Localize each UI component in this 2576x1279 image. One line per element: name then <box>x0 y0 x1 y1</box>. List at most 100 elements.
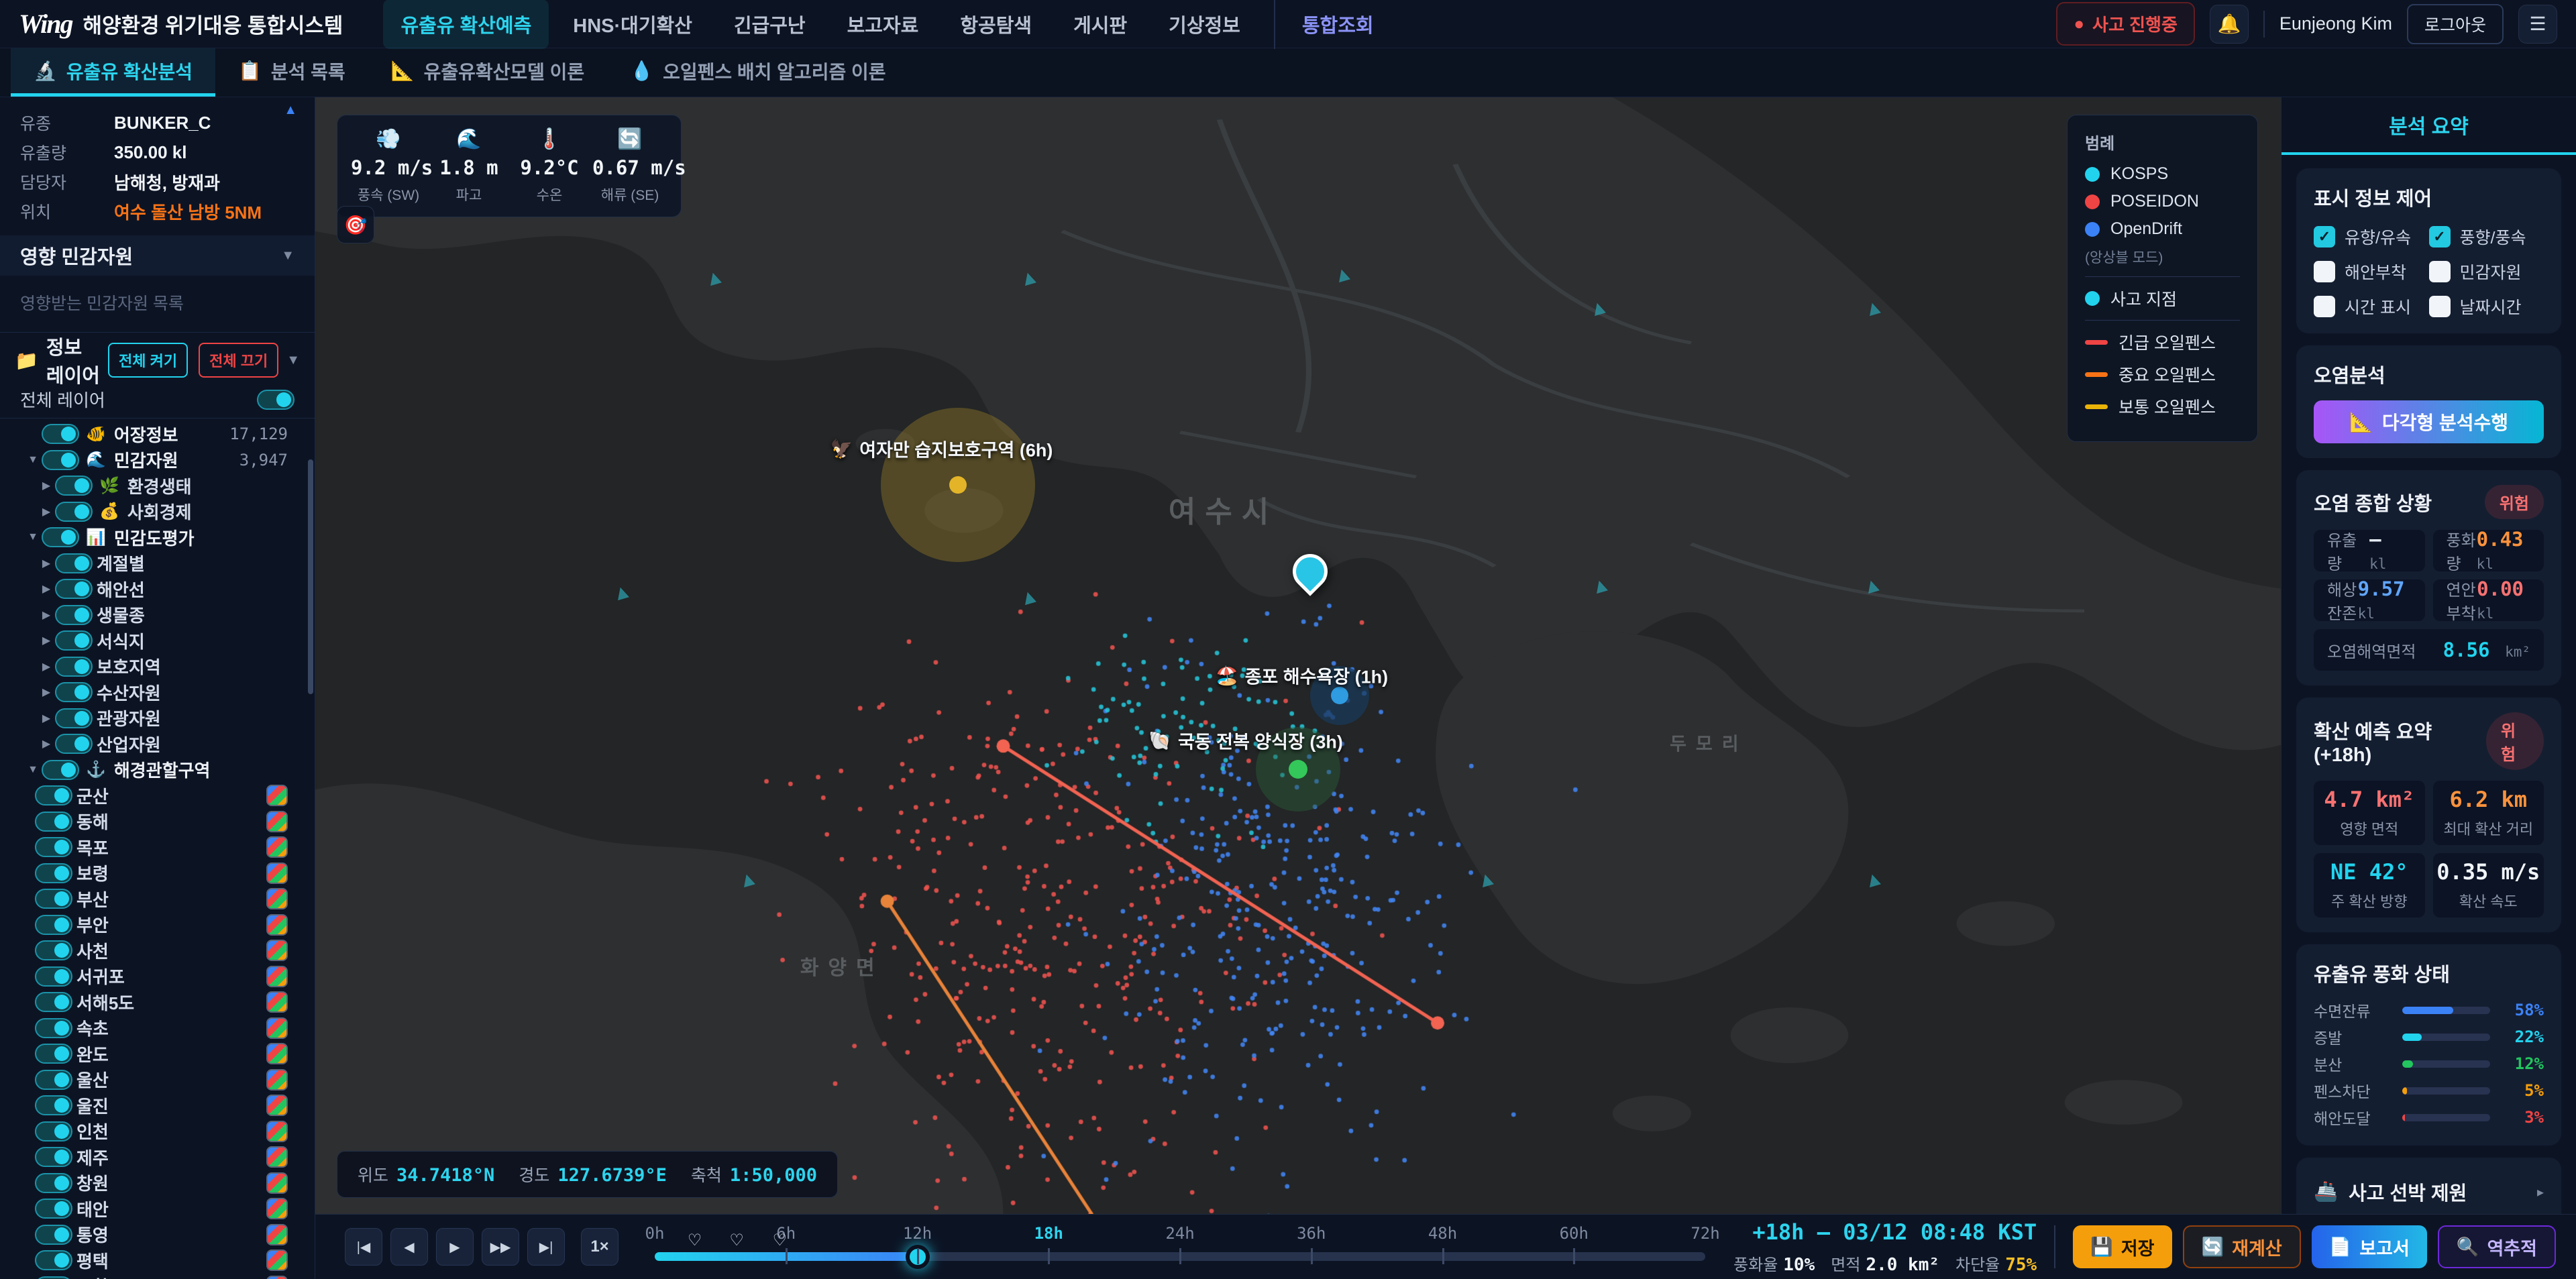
region-style-icon[interactable] <box>266 862 288 884</box>
master-layer-toggle[interactable] <box>257 389 294 410</box>
all-layers-on-button[interactable]: 전체 켜기 <box>108 343 189 378</box>
collapse-arrow-icon[interactable]: ▼ <box>28 531 38 543</box>
layer-toggle[interactable] <box>35 966 72 987</box>
play-button[interactable]: ▶ <box>436 1228 474 1266</box>
layer-toggle[interactable] <box>55 708 93 728</box>
checkbox-unchecked-icon[interactable] <box>2314 261 2335 282</box>
layer-toggle[interactable] <box>55 630 93 651</box>
layer-toggle[interactable] <box>55 501 93 522</box>
expand-arrow-icon[interactable]: ▶ <box>42 738 51 750</box>
layer-toggle[interactable] <box>35 1172 72 1193</box>
timeline-label-60h[interactable]: 60h <box>1559 1224 1589 1243</box>
ship-spec-card[interactable]: 🚢 사고 선박 제원 ▸ <box>2296 1158 2561 1214</box>
layer-toggle[interactable] <box>42 759 79 780</box>
display-checkbox-유향/유속[interactable]: ✓ 유향/유속 <box>2314 225 2429 249</box>
layer-toggle[interactable] <box>42 449 79 470</box>
timeline-label-18h[interactable]: 18h <box>1034 1224 1063 1243</box>
region-style-icon[interactable] <box>266 1249 288 1272</box>
layer-toggle[interactable] <box>35 940 72 961</box>
notifications-button[interactable]: 🔔 <box>2209 4 2249 44</box>
layer-toggle[interactable] <box>35 992 72 1013</box>
layer-toggle[interactable] <box>35 889 72 909</box>
logout-button[interactable]: 로그아웃 <box>2406 3 2504 44</box>
expand-arrow-icon[interactable]: ▶ <box>42 480 51 492</box>
region-style-icon[interactable] <box>266 1068 288 1091</box>
region-style-icon[interactable] <box>266 888 288 910</box>
expand-arrow-icon[interactable]: ▶ <box>42 661 51 673</box>
layer-toggle[interactable] <box>35 914 72 935</box>
region-style-icon[interactable] <box>266 1198 288 1220</box>
checkbox-unchecked-icon[interactable] <box>2428 296 2451 317</box>
speed-button[interactable]: 1× <box>581 1228 619 1266</box>
layer-toggle[interactable] <box>35 1276 72 1279</box>
timeline-label-0h[interactable]: 0h <box>645 1224 665 1243</box>
nav-tab-유출유 확산예측[interactable]: 유출유 확산예측 <box>383 0 549 49</box>
layer-toggle[interactable] <box>55 579 93 600</box>
layer-toggle[interactable] <box>55 553 93 573</box>
timeline-label-6h[interactable]: 6h <box>776 1224 796 1243</box>
nav-tab-게시판[interactable]: 게시판 <box>1073 15 1128 37</box>
step-back-button[interactable]: ◀ <box>390 1228 428 1266</box>
timeline-label-24h[interactable]: 24h <box>1165 1224 1195 1243</box>
display-checkbox-시간 표시[interactable]: 시간 표시 <box>2314 294 2429 319</box>
display-checkbox-풍향/풍속[interactable]: ✓ 풍향/풍속 <box>2428 225 2544 249</box>
timeline-track-area[interactable]: 0h 6h 12h 18h 24h 36h 48h 60h 72h ♡ ♡ ♡ <box>645 1215 1720 1279</box>
region-style-icon[interactable] <box>266 991 288 1013</box>
region-style-icon[interactable] <box>266 1120 288 1142</box>
region-style-icon[interactable] <box>266 1146 288 1168</box>
layer-toggle[interactable] <box>35 1069 72 1090</box>
layer-toggle[interactable] <box>35 1147 72 1168</box>
sensitive-marker-dot[interactable] <box>1289 760 1307 779</box>
timeline-label-36h[interactable]: 36h <box>1297 1224 1326 1243</box>
subtab-분석 목록[interactable]: 📋 분석 목록 <box>215 48 368 97</box>
display-checkbox-민감자원[interactable]: 민감자원 <box>2428 260 2544 284</box>
nav-tab-긴급구난[interactable]: 긴급구난 <box>733 15 806 37</box>
nav-tab-항공탐색[interactable]: 항공탐색 <box>960 15 1032 37</box>
region-style-icon[interactable] <box>266 913 288 936</box>
checkbox-unchecked-icon[interactable] <box>2314 296 2335 317</box>
all-layers-off-button[interactable]: 전체 끄기 <box>199 343 279 378</box>
region-style-icon[interactable] <box>266 836 288 858</box>
region-style-icon[interactable] <box>266 965 288 987</box>
skip-end-button[interactable]: ▶| <box>527 1228 565 1266</box>
layer-toggle[interactable] <box>42 424 79 445</box>
layer-toggle[interactable] <box>55 476 93 496</box>
expand-arrow-icon[interactable]: ▶ <box>42 609 51 621</box>
layer-toggle[interactable] <box>35 863 72 883</box>
display-checkbox-해안부착[interactable]: 해안부착 <box>2314 260 2429 284</box>
menu-button[interactable]: ☰ <box>2518 4 2557 44</box>
layer-toggle[interactable] <box>35 837 72 858</box>
region-style-icon[interactable] <box>266 1275 288 1279</box>
fence-deploy-pin-icon[interactable]: ♡ <box>772 1231 788 1249</box>
collapse-arrow-icon[interactable]: ▼ <box>28 453 38 465</box>
impact-resources-header[interactable]: 영향 민감자원 ▼ <box>0 235 315 276</box>
layer-toggle[interactable] <box>42 527 79 548</box>
expand-arrow-icon[interactable]: ▶ <box>42 635 51 647</box>
layer-toggle[interactable] <box>55 682 93 703</box>
polygon-analysis-button[interactable]: 📐 다각형 분석수행 <box>2314 400 2544 443</box>
재계산-button[interactable]: 🔄 재계산 <box>2182 1225 2301 1268</box>
skip-start-button[interactable]: |◀ <box>345 1228 382 1266</box>
nav-tab-기상정보[interactable]: 기상정보 <box>1169 15 1240 37</box>
layer-toggle[interactable] <box>55 656 93 677</box>
subtab-오일펜스 배치 알고리즘 이론[interactable]: 💧 오일펜스 배치 알고리즘 이론 <box>607 48 908 97</box>
layer-toggle[interactable] <box>35 1199 72 1219</box>
region-style-icon[interactable] <box>266 940 288 962</box>
nav-tab-통합조회[interactable]: 통합조회 <box>1273 0 1391 49</box>
fence-deploy-pin-icon[interactable]: ♡ <box>687 1231 702 1249</box>
sensitive-marker-dot[interactable] <box>1330 687 1348 705</box>
region-style-icon[interactable] <box>266 810 288 832</box>
checkbox-unchecked-icon[interactable] <box>2428 261 2451 282</box>
layer-toggle[interactable] <box>55 734 93 755</box>
timeline-label-12h[interactable]: 12h <box>902 1224 932 1243</box>
expand-arrow-icon[interactable]: ▶ <box>42 712 51 724</box>
region-style-icon[interactable] <box>266 785 288 807</box>
layer-toggle[interactable] <box>35 1044 72 1064</box>
expand-arrow-icon[interactable]: ▶ <box>42 506 51 518</box>
layer-toggle[interactable] <box>35 1250 72 1271</box>
역추적-button[interactable]: 🔍 역추적 <box>2437 1225 2556 1268</box>
fence-deploy-pin-icon[interactable]: ♡ <box>729 1231 744 1249</box>
timeline-label-72h[interactable]: 72h <box>1690 1224 1720 1243</box>
checkbox-checked-icon[interactable]: ✓ <box>2314 226 2335 247</box>
layer-toggle[interactable] <box>35 1095 72 1116</box>
